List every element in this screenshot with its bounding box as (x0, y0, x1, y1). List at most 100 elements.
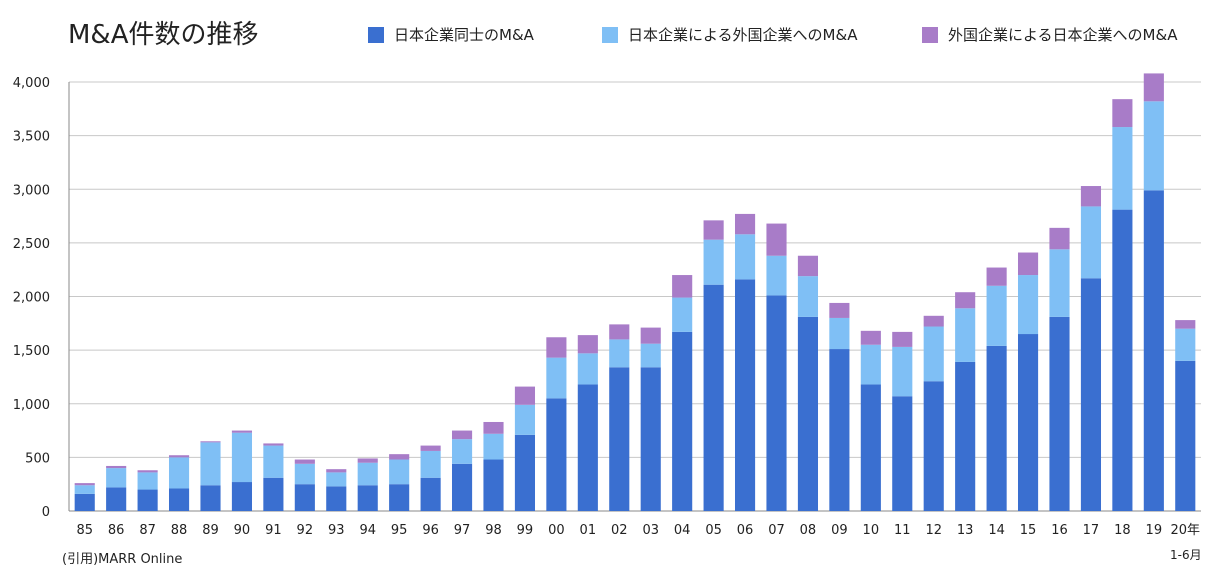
bar-segment (672, 331, 693, 511)
bar-segment (703, 220, 724, 240)
bar-segment (263, 445, 284, 478)
bar-segment (106, 468, 127, 488)
bar-segment (829, 349, 850, 511)
y-tick-label: 0 (42, 505, 50, 520)
bar-segment (609, 367, 630, 511)
bar-segment (137, 472, 158, 490)
bar-segment (168, 488, 190, 511)
bar-segment (74, 485, 95, 494)
bar-segment (640, 327, 661, 344)
y-tick-label: 3,000 (13, 183, 50, 198)
bar-segment (200, 442, 221, 486)
legend-item-outbound: 日本企業による外国企業へのM&A (602, 24, 857, 45)
x-tick-label: 13 (957, 523, 974, 538)
bar-segment (986, 285, 1007, 346)
legend-swatch-outbound (602, 26, 618, 43)
bar-segment (200, 485, 221, 511)
bar-segment (294, 484, 315, 511)
legend-label-outbound: 日本企業による外国企業へのM&A (628, 26, 858, 44)
bar-segment (892, 346, 913, 397)
bar-segment (1112, 99, 1133, 128)
bar-segment (483, 459, 504, 511)
bar-segment (263, 477, 284, 511)
bar-segment (451, 430, 473, 440)
x-tick-label: 86 (108, 523, 125, 538)
bar-segment (1175, 320, 1196, 329)
bar-segment (797, 316, 819, 511)
bar-segment (986, 345, 1007, 511)
bar-segment (357, 485, 378, 511)
bar-segment (703, 284, 724, 511)
bar-segment (231, 432, 253, 483)
y-tick-label: 2,500 (13, 237, 50, 252)
bar-segment (546, 398, 567, 511)
bar-segment (1049, 316, 1070, 511)
bar-segment (483, 433, 504, 460)
bar-segment (766, 223, 787, 256)
legend-item-inbound: 外国企業による日本企業へのM&A (922, 24, 1177, 45)
bar-segment (451, 439, 473, 464)
bar-segment (389, 484, 410, 511)
bar-segment (609, 339, 630, 368)
bar-segment (168, 457, 190, 489)
legend-label-domestic: 日本企業同士のM&A (394, 26, 534, 44)
legend-label-inbound: 外国企業による日本企業へのM&A (948, 26, 1178, 44)
legend-swatch-inbound (922, 26, 938, 43)
bar-segment (546, 337, 567, 358)
bar-segment (420, 445, 441, 451)
bar-segment (577, 353, 598, 385)
bar-segment (609, 324, 630, 340)
bar-segment (892, 396, 913, 511)
bar-segment (1049, 249, 1070, 317)
x-tick-label: 11 (894, 523, 911, 538)
bar-segment (797, 255, 819, 277)
x-tick-label: 20年 (1171, 523, 1201, 538)
bar-segment (892, 331, 913, 347)
x-tick-label: 96 (422, 523, 439, 538)
x-tick-label: 04 (674, 523, 691, 538)
bar-segment (1080, 278, 1102, 511)
bar-segment (389, 454, 410, 460)
bar-segment (514, 386, 536, 405)
x-tick-label: 99 (517, 523, 534, 538)
bar-segment (955, 308, 976, 362)
bar-segment (986, 267, 1007, 286)
x-tick-label: 07 (768, 523, 785, 538)
bar-segment (1080, 206, 1102, 279)
bar-segment (672, 275, 693, 298)
bar-segment (1143, 73, 1164, 102)
x-tick-label: 94 (359, 523, 376, 538)
x-tick-label: 16 (1051, 523, 1068, 538)
x-tick-label: 14 (988, 523, 1005, 538)
bar-segment (74, 483, 95, 486)
bar-segment (357, 458, 378, 463)
x-tick-label: 03 (642, 523, 659, 538)
x-tick-label: 87 (139, 523, 156, 538)
bar-segment (1143, 190, 1164, 511)
x-tick-label: 95 (391, 523, 408, 538)
bar-segment (672, 297, 693, 332)
bar-segment (106, 465, 127, 469)
bar-segment (1080, 186, 1102, 207)
x-tick-label: 92 (297, 523, 314, 538)
bar-segment (577, 384, 598, 511)
bar-segment (923, 326, 944, 382)
x-tick-label: 18 (1114, 523, 1131, 538)
y-tick-label: 3,500 (13, 130, 50, 145)
bar-segment (955, 361, 976, 511)
bar-segment (357, 462, 378, 486)
bar-segment (923, 315, 944, 327)
bar-segment (1112, 209, 1133, 511)
x-tick-label: 12 (925, 523, 942, 538)
x-tick-label: 02 (611, 523, 628, 538)
period-note: 1-6月 (1170, 548, 1202, 562)
bar-segment (734, 234, 756, 280)
y-tick-label: 4,000 (13, 76, 50, 91)
bar-segment (389, 459, 410, 485)
x-tick-label: 97 (454, 523, 471, 538)
bar-segment (1017, 252, 1039, 276)
bar-segment (577, 335, 598, 354)
bar-segment (1175, 360, 1196, 511)
source-note: (引用)MARR Online (62, 552, 183, 567)
bar-segment (1175, 328, 1196, 361)
